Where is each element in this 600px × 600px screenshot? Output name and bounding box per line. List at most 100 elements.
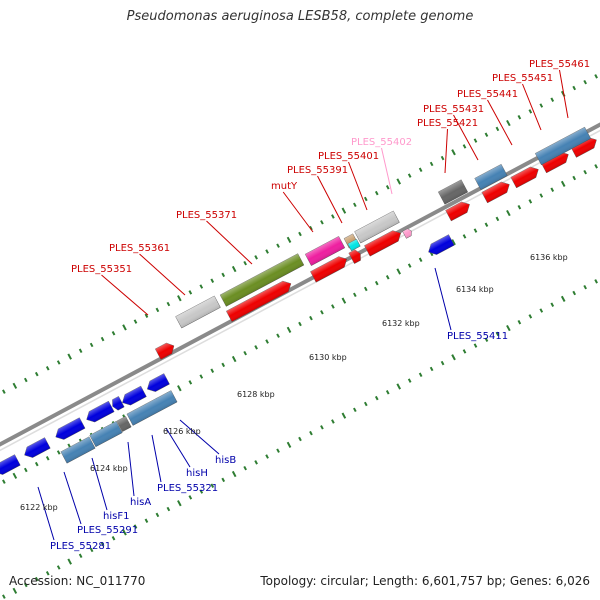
scale-label: 6130 kbp xyxy=(309,353,347,362)
scale-tick xyxy=(560,180,566,187)
gene-pink-pseudo xyxy=(402,228,412,239)
forward-gene-label: PLES_55451 xyxy=(492,73,553,84)
scale-tick xyxy=(265,339,269,344)
scale-tick xyxy=(243,350,247,356)
forward-gene-arrow xyxy=(510,166,539,189)
scale-tick xyxy=(506,119,511,127)
scale-tick xyxy=(484,132,489,137)
gene-sheen xyxy=(24,437,51,458)
scale-tick xyxy=(12,587,18,594)
scale-tick xyxy=(341,412,347,419)
label-leader-line xyxy=(282,191,314,233)
scale-tick xyxy=(265,454,269,459)
scale-tick xyxy=(67,558,72,565)
scale-label: 6126 kbp xyxy=(163,427,201,436)
scale-tick xyxy=(2,479,6,484)
gene-features xyxy=(0,126,597,475)
forward-gene-label: PLES_55431 xyxy=(423,104,484,115)
label-leader-line xyxy=(91,457,108,511)
scale-tick xyxy=(166,506,171,512)
scale-label: 6132 kbp xyxy=(382,319,420,328)
label-leader-line xyxy=(63,471,82,525)
scale-tick xyxy=(451,239,456,246)
scale-tick xyxy=(462,144,467,149)
scale-tick xyxy=(111,331,116,336)
scale-tick xyxy=(188,380,193,385)
scale-tick xyxy=(462,349,467,354)
scale-tick xyxy=(429,366,434,372)
scale-tick xyxy=(276,448,280,453)
forward-gene-label: PLES_55441 xyxy=(457,89,518,100)
scale-tick xyxy=(353,292,357,298)
scale-labels: 6122 kbp 6124 kbp 6126 kbp 6128 kbp 6130 kbp… xyxy=(20,253,568,512)
gene-sheen xyxy=(347,239,361,251)
scale-tick xyxy=(572,85,577,91)
scale-tick xyxy=(188,290,193,295)
scale-tick xyxy=(155,307,160,313)
gene-sheen xyxy=(348,249,361,264)
scale-tick xyxy=(133,524,138,529)
scale-tick xyxy=(231,355,237,363)
scale-tick xyxy=(528,314,533,319)
forward-gene-arrow xyxy=(445,201,470,222)
scale-tick xyxy=(45,571,50,576)
scale-tick xyxy=(495,216,500,222)
forward-gene-arrow xyxy=(154,342,175,360)
scale-tick xyxy=(517,319,522,325)
scale-tick xyxy=(396,178,402,185)
scale-tick xyxy=(309,430,313,436)
scale-tick xyxy=(276,333,280,338)
scale-tick xyxy=(550,187,555,192)
scale-tick xyxy=(210,368,215,373)
gene-labels: PLES_55351 PLES_55361 PLES_55371 mutY PLES_5… xyxy=(50,59,590,552)
gene-gray-light xyxy=(175,295,221,329)
scale-tick xyxy=(298,321,302,327)
scale-tick xyxy=(528,109,533,114)
scale-tick xyxy=(363,196,368,202)
gene-steelblue xyxy=(89,420,123,448)
label-leader-line xyxy=(165,427,191,468)
scale-tick xyxy=(298,436,302,442)
scale-tick xyxy=(594,164,598,169)
scale-tick xyxy=(309,225,313,231)
forward-gene-label: mutY xyxy=(271,181,298,192)
scale-tick xyxy=(144,518,149,523)
scale-tick xyxy=(133,319,138,324)
reverse-gene-arrow xyxy=(24,437,51,458)
label-leader-line xyxy=(434,267,452,331)
gene-sheen xyxy=(535,127,591,165)
scale-tick xyxy=(199,284,204,289)
forward-gene-label: PLES_55391 xyxy=(287,165,348,176)
scale-tick xyxy=(23,377,28,383)
label-leader-line xyxy=(151,434,162,483)
scale-tick xyxy=(265,249,269,254)
gene-gray-dark xyxy=(116,416,132,432)
gene-sheen xyxy=(0,454,21,475)
scale-tick xyxy=(473,138,478,143)
scale-tick xyxy=(34,461,39,467)
scale-tick xyxy=(23,582,28,588)
scale-tick xyxy=(506,324,511,332)
gene-sheen xyxy=(112,396,125,411)
scale-tick xyxy=(440,360,445,366)
forward-gene-label: PLES_55461 xyxy=(529,59,590,70)
scale-tick xyxy=(12,382,18,389)
gene-steelblue xyxy=(474,163,508,191)
scale-tick xyxy=(89,342,94,348)
gene-sheen xyxy=(510,166,539,188)
reverse-gene-label: PLES_55281 xyxy=(50,541,111,552)
forward-gene-label: PLES_55351 xyxy=(71,264,132,275)
forward-gene-label: PLES_55402 xyxy=(351,137,412,148)
scale-tick xyxy=(199,489,204,494)
scale-tick xyxy=(286,441,292,448)
scale-tick xyxy=(385,185,390,190)
scale-tick xyxy=(451,354,456,361)
forward-gene-label: PLES_55401 xyxy=(318,151,379,162)
gene-sheen xyxy=(60,436,96,464)
scale-tick xyxy=(550,302,555,307)
scale-tick xyxy=(363,401,368,407)
gene-olive xyxy=(219,253,305,307)
scale-tick xyxy=(67,353,72,360)
scale-tick xyxy=(188,495,193,500)
